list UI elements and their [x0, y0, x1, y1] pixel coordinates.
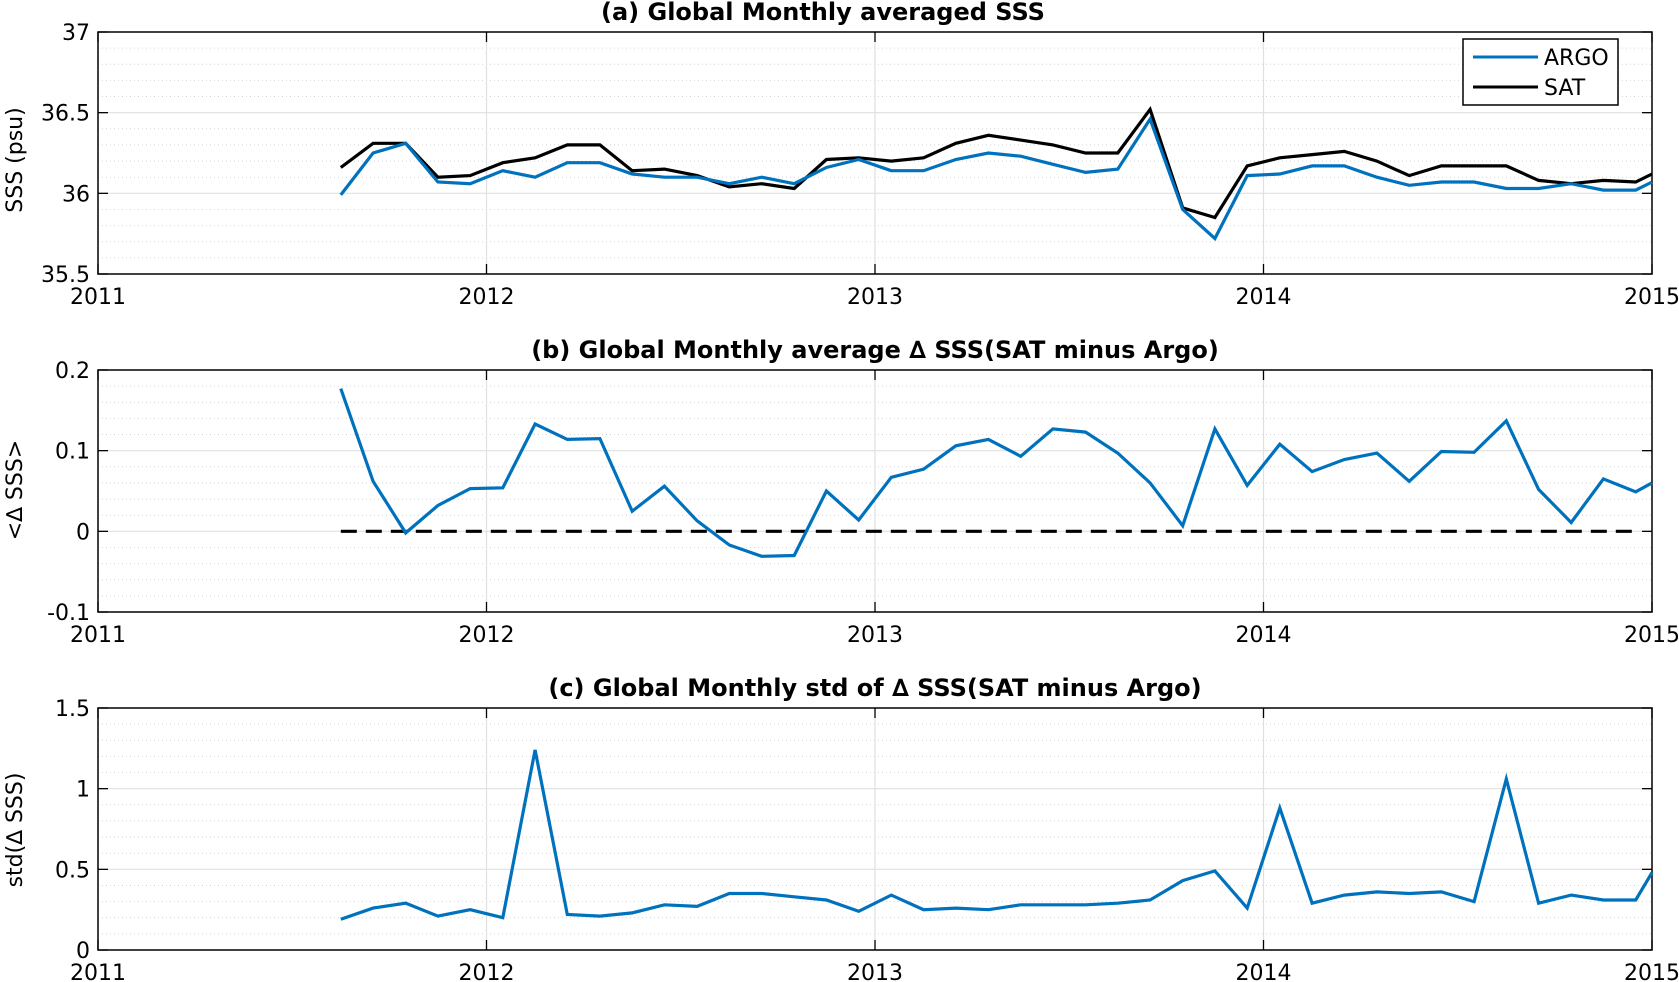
legend: ARGO SAT [1462, 38, 1619, 106]
x-tick-label: 2013 [847, 961, 903, 982]
x-tick-label: 2012 [459, 623, 515, 648]
series-line-sat [339, 105, 1653, 220]
panel-c-ylabel: std(∆ SSS) [3, 773, 28, 888]
y-tick-label: 36 [62, 182, 90, 207]
series-line-argo [339, 115, 1653, 242]
panel-c: (c) Global Monthly std of ∆ SSS(SAT minu… [3, 674, 1679, 982]
y-tick-label: 0.1 [55, 440, 90, 465]
panel-b-plot: 2011 2012 2013 2014 2015 -0.1 0 0.1 0.2 [47, 359, 1679, 648]
x-tick-label: 2012 [459, 961, 515, 982]
y-tick-label: -0.1 [47, 601, 90, 626]
x-tick-label: 2013 [847, 623, 903, 648]
x-tick-label: 2014 [1236, 285, 1292, 310]
y-tick-label: 36.5 [41, 102, 90, 127]
y-tick-label: 0 [76, 520, 90, 545]
panel-b-ylabel: <∆ SSS> [3, 440, 28, 540]
x-tick-label: 2015 [1624, 285, 1679, 310]
panel-a-title: (a) Global Monthly averaged SSS [601, 0, 1045, 26]
legend-label-sat: SAT [1544, 76, 1586, 101]
y-tick-label: 35.5 [41, 263, 90, 288]
y-tick-label: 0.5 [55, 858, 90, 883]
series-line-c [340, 749, 1654, 921]
panel-c-plot: 2011 2012 2013 2014 2015 0 0.5 1 1.5 [55, 697, 1679, 982]
y-tick-label: 0 [76, 939, 90, 964]
y-tick-label: 0.2 [55, 359, 90, 384]
x-tick-label: 2014 [1236, 961, 1292, 982]
x-tick-label: 2015 [1624, 961, 1679, 982]
x-tick-label: 2012 [459, 285, 515, 310]
x-tick-label: 2014 [1236, 623, 1292, 648]
x-tick-label: 2011 [70, 285, 126, 310]
x-tick-label: 2013 [847, 285, 903, 310]
y-tick-label: 37 [62, 21, 90, 46]
legend-label-argo: ARGO [1544, 46, 1609, 71]
x-tick-label: 2011 [70, 961, 126, 982]
y-tick-label: 1 [76, 778, 90, 803]
x-tick-label: 2011 [70, 623, 126, 648]
x-tick-label: 2015 [1624, 623, 1679, 648]
panel-b: (b) Global Monthly average ∆ SSS(SAT min… [3, 336, 1679, 648]
panel-b-title: (b) Global Monthly average ∆ SSS(SAT min… [531, 336, 1219, 364]
panel-a-ylabel: SSS (psu) [3, 107, 28, 212]
series-line-b [339, 388, 1653, 558]
legend-box [1462, 38, 1619, 106]
panel-c-title: (c) Global Monthly std of ∆ SSS(SAT minu… [548, 674, 1201, 702]
y-tick-label: 1.5 [55, 697, 90, 722]
panel-a-plot: 2011 2012 2013 2014 2015 35.5 36 36.5 37 [41, 21, 1679, 310]
panel-a: (a) Global Monthly averaged SSS SSS (psu… [3, 0, 1679, 310]
